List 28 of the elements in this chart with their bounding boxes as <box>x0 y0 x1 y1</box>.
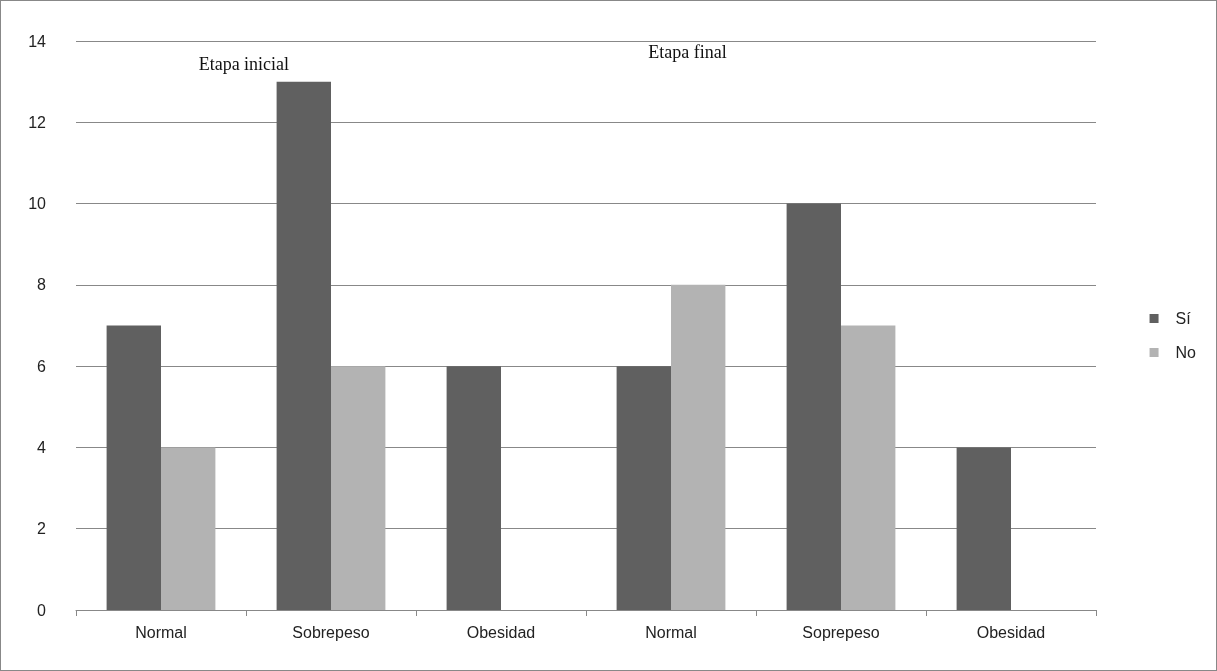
y-tick-label: 6 <box>37 357 47 375</box>
bar <box>331 366 386 610</box>
bar <box>841 325 896 610</box>
bar <box>956 447 1011 610</box>
y-tick-label: 12 <box>28 113 47 131</box>
bar <box>616 366 671 610</box>
legend-label: Sí <box>1175 310 1192 327</box>
bar <box>446 366 501 610</box>
x-tick-label: Normal <box>135 623 187 641</box>
y-tick-label: 2 <box>37 520 47 538</box>
y-tick-label: 8 <box>37 276 47 294</box>
x-tick-label: Soprepeso <box>802 623 880 641</box>
bar <box>161 447 216 610</box>
x-tick-label: Sobrepeso <box>292 623 370 641</box>
legend-label: No <box>1175 344 1197 361</box>
bar <box>671 284 726 610</box>
annotation: Etapa final <box>648 42 727 62</box>
x-tick-label: Obesidad <box>466 623 536 641</box>
y-tick-label: 10 <box>28 195 47 213</box>
y-tick-label: 4 <box>37 438 47 456</box>
y-tick-label: 0 <box>37 601 47 619</box>
annotation: Etapa inicial <box>198 54 290 74</box>
bar <box>106 325 161 610</box>
x-tick-label: Normal <box>645 623 697 641</box>
bar <box>276 81 331 610</box>
bar <box>786 203 841 610</box>
x-tick-label: Obesidad <box>976 623 1046 641</box>
y-tick-label: 14 <box>28 32 47 50</box>
